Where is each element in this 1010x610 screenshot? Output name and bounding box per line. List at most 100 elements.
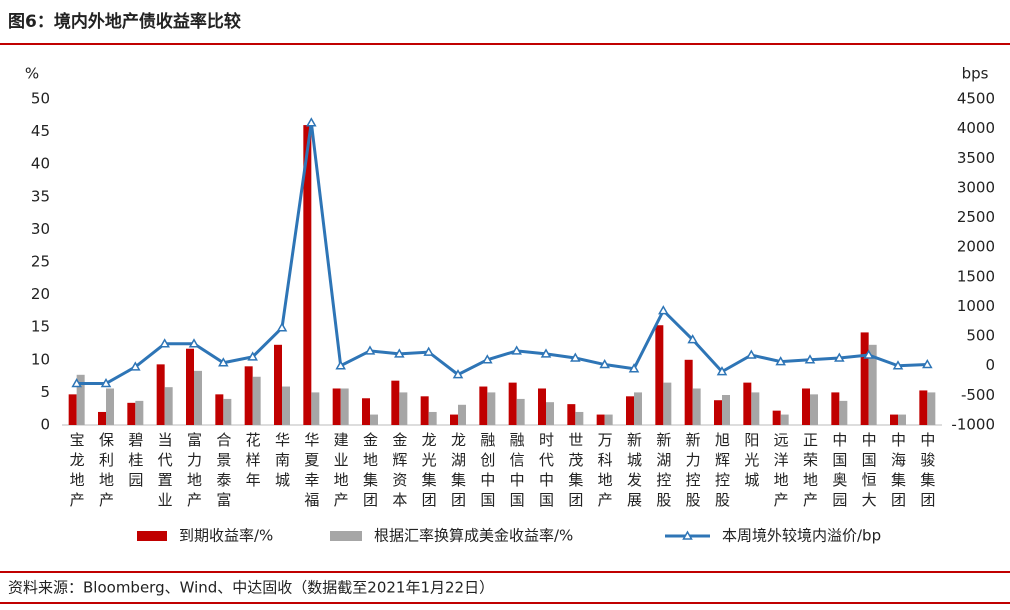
bar — [98, 411, 106, 425]
x-tick-label: 时代中国 — [537, 432, 555, 512]
bar — [391, 380, 400, 425]
bar — [692, 388, 701, 425]
marker — [628, 363, 640, 373]
bar — [311, 392, 320, 425]
bar — [450, 414, 458, 425]
y-tick-label: 20 — [31, 285, 50, 303]
bar — [743, 382, 752, 425]
bar — [282, 386, 290, 425]
bar — [919, 390, 928, 425]
bar — [370, 414, 378, 425]
line — [76, 122, 928, 386]
marker — [335, 360, 346, 370]
bar — [274, 344, 282, 425]
x-tick-label: 远洋地产 — [772, 432, 790, 512]
marker — [130, 361, 141, 371]
y-tick-label: 10 — [31, 350, 50, 368]
bar — [839, 400, 848, 425]
x-tick-label: 万科地产 — [596, 432, 614, 512]
marker — [100, 377, 112, 388]
bar — [194, 370, 202, 425]
y-tick-label: 35 — [31, 187, 50, 205]
bar — [860, 332, 869, 425]
bar — [399, 392, 408, 425]
bar — [722, 395, 730, 425]
bar — [340, 388, 349, 425]
legend-label: 根据汇率换算成美金收益率/% — [374, 527, 573, 545]
bar — [223, 398, 232, 425]
y2-axis-label: bps — [962, 65, 989, 83]
marker — [482, 354, 493, 364]
bar — [76, 374, 85, 425]
y2-tick-label: 2000 — [957, 238, 995, 256]
chart-title: 图6：境内外地产债收益率比较 — [8, 11, 241, 32]
bar — [538, 388, 546, 425]
bar — [634, 392, 642, 425]
marker — [716, 366, 728, 376]
y-tick-label: 40 — [31, 155, 50, 173]
x-tick-label: 中国恒大 — [860, 432, 878, 512]
marker — [218, 357, 229, 367]
y2-tick-label: 3500 — [957, 149, 995, 167]
x-tick-label: 金辉资本 — [390, 432, 408, 512]
marker — [452, 369, 464, 379]
x-tick-label: 新力控股 — [684, 432, 702, 512]
bar — [714, 400, 722, 425]
marker — [540, 348, 552, 358]
x-tick-label: 阳光城 — [742, 432, 760, 492]
bar — [751, 392, 760, 425]
x-tick-label: 华南城 — [273, 432, 291, 492]
y2-tick-label: 1000 — [957, 297, 995, 315]
x-tick-label: 旭辉控股 — [713, 432, 731, 512]
bar — [802, 388, 810, 425]
bar — [898, 414, 906, 425]
y-tick-label: 15 — [31, 318, 50, 336]
y2-tick-label: 0 — [985, 356, 995, 374]
bar — [487, 392, 496, 425]
marker — [276, 322, 288, 332]
x-tick-label: 当代置业 — [156, 432, 174, 512]
marker — [804, 354, 816, 364]
marker — [71, 377, 82, 388]
x-tick-label: 碧桂园 — [126, 432, 144, 492]
bar — [655, 325, 664, 425]
x-tick-label: 建业地产 — [332, 432, 350, 512]
y-tick-label: 25 — [31, 253, 50, 271]
x-tick-label: 龙湖集团 — [449, 432, 467, 512]
legend-swatch — [330, 531, 362, 541]
bar — [684, 359, 693, 425]
bar — [215, 394, 224, 425]
y2-tick-label: 4000 — [957, 119, 995, 137]
marker — [922, 359, 933, 369]
x-tick-label: 保利地产 — [97, 432, 115, 512]
bar — [508, 382, 517, 425]
marker — [247, 351, 258, 361]
marker — [364, 345, 376, 355]
bar — [332, 388, 341, 425]
y2-tick-label: -1000 — [951, 416, 995, 434]
marker — [834, 352, 845, 362]
x-tick-label: 金地集团 — [361, 432, 379, 512]
marker — [775, 356, 786, 366]
marker — [423, 346, 434, 356]
bar — [156, 364, 165, 425]
y2-tick-label: 4500 — [957, 90, 995, 108]
bar — [604, 414, 613, 425]
bar — [127, 402, 136, 425]
marker — [394, 348, 405, 358]
x-tick-label: 新湖控股 — [654, 432, 672, 512]
marker — [159, 338, 170, 348]
y-tick-label: 50 — [31, 90, 50, 108]
x-tick-label: 世茂集团 — [566, 432, 584, 512]
y2-tick-label: 3000 — [957, 178, 995, 196]
x-tick-label: 龙光集团 — [420, 432, 438, 512]
bar — [780, 414, 789, 425]
y2-tick-label: 1500 — [957, 267, 995, 285]
bar — [428, 411, 437, 425]
bar — [546, 402, 554, 425]
marker — [570, 352, 581, 362]
bar — [927, 392, 936, 425]
x-tick-label: 新城发展 — [625, 432, 643, 512]
bar — [362, 398, 370, 425]
